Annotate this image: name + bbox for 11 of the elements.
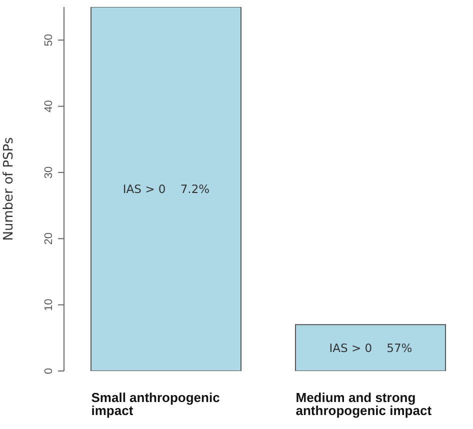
y-tick-label: 40 [43, 100, 55, 112]
y-tick-label: 50 [43, 34, 55, 46]
y-tick-label: 30 [43, 166, 55, 179]
y-tick-label: 0 [43, 368, 55, 374]
x-tick-label: Small anthropogenic impact [91, 390, 220, 418]
y-tick-label: 10 [43, 298, 55, 311]
annotation: IAS > 0 7.2% [122, 182, 210, 196]
y-tick-label: 20 [43, 232, 55, 245]
y-axis-title: Number of PSPs [2, 137, 17, 241]
x-tick-label: Medium and strong anthropogenic impact [296, 390, 432, 418]
annotation: IAS > 0 57% [329, 340, 412, 355]
